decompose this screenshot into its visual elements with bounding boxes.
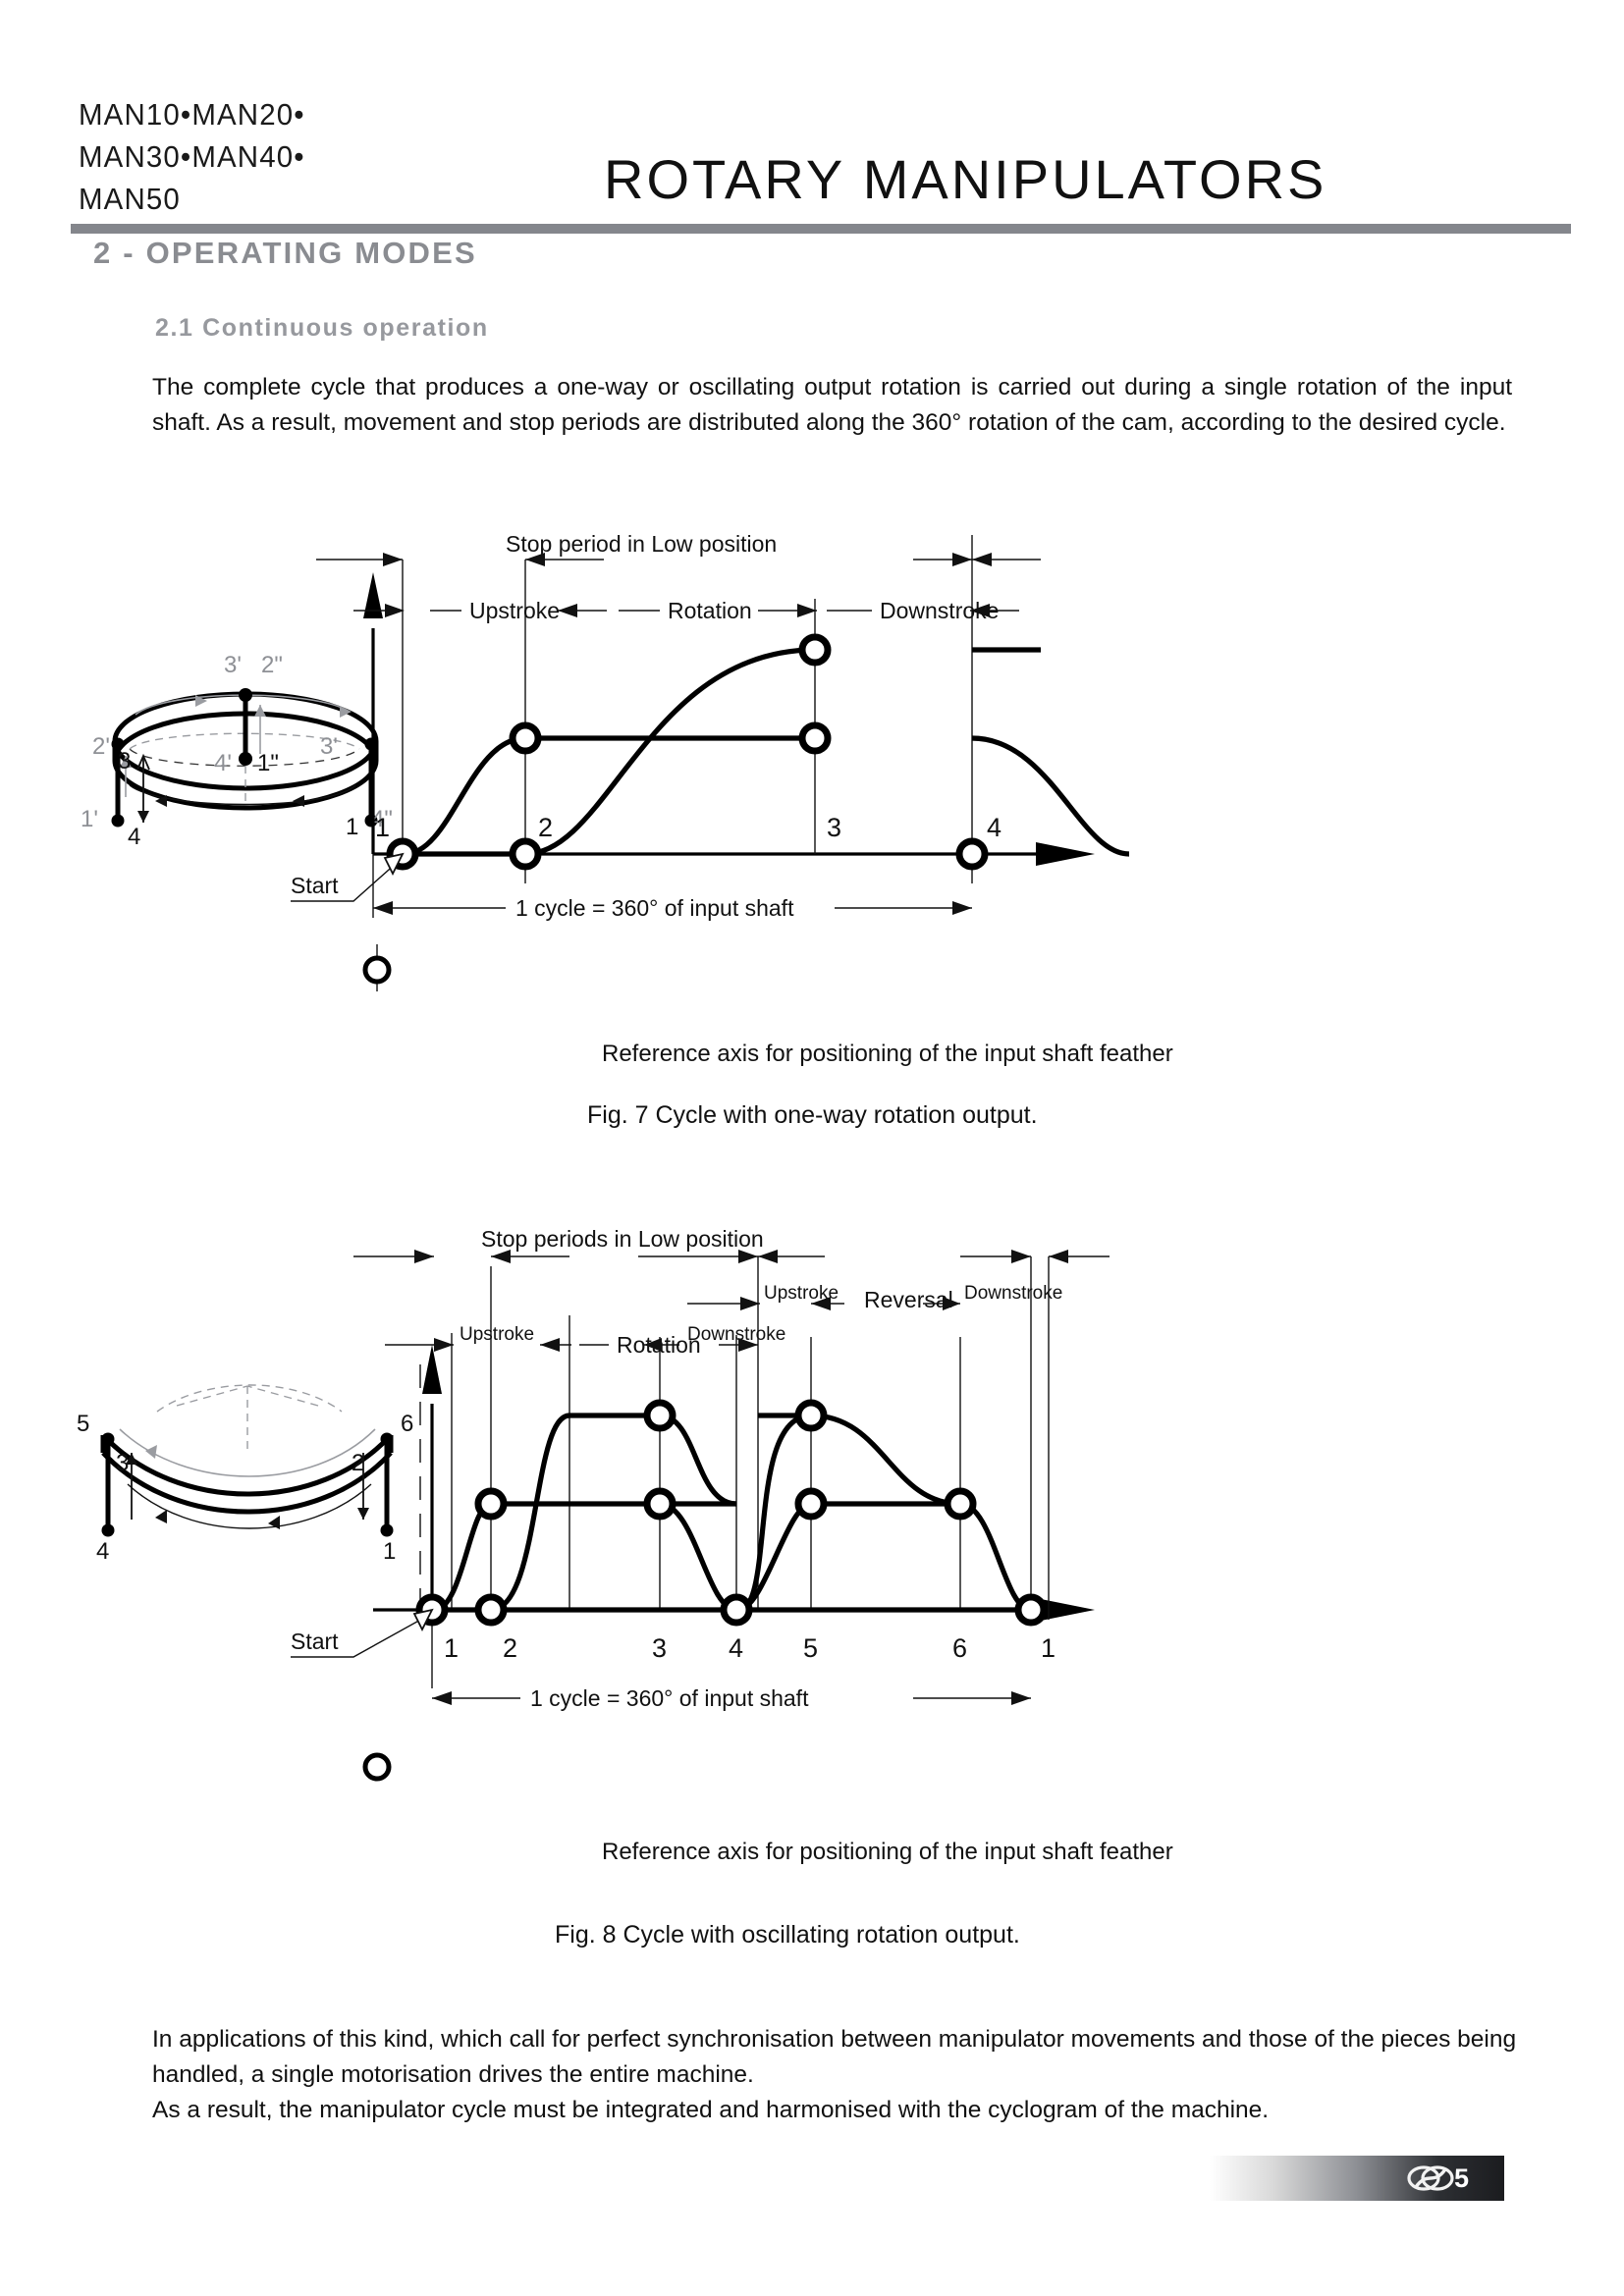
fig8-point-label-4: 4 (729, 1633, 743, 1663)
fig8-station-lines (451, 1256, 1050, 1620)
fig8-arc-label-6: 6 (401, 1411, 413, 1437)
fig7-point-label-1: 1 (375, 813, 390, 842)
fig7-label-rotation: Rotation (668, 598, 752, 623)
fig8-label-downstroke-2: Downstroke (964, 1283, 1062, 1304)
fig7-station-lines (402, 535, 973, 883)
fig8-arc-label-2: 2 (352, 1450, 364, 1476)
fig8-point-label-3: 3 (652, 1633, 667, 1663)
marker-point-5-high (794, 1399, 828, 1432)
fig8-curves (433, 1413, 1032, 1613)
fig8-cycle-dimension: 1 cycle = 360° of input shaft (432, 1685, 1031, 1711)
marker-point-2-mid (474, 1487, 508, 1521)
marker-point-1-end (1014, 1593, 1048, 1627)
fig8-point-label-6: 6 (952, 1633, 967, 1663)
ring-label-1prime: 1' (81, 806, 98, 832)
fig8-reference-legend: Reference axis for positioning of the in… (602, 1839, 1173, 1865)
marker-point-3-high (798, 633, 832, 667)
ring-label-1-right: 1 (346, 814, 358, 840)
footer-bar: 5 (1210, 2156, 1504, 2201)
fig8-arc-label-1: 1 (383, 1538, 396, 1565)
fig7-point-labels: 1 2 3 4 (375, 813, 1001, 842)
marker-point-4 (720, 1593, 753, 1627)
ring-label-2prime: 2' (92, 733, 110, 760)
fig8-start-callout: Start (291, 1608, 434, 1658)
figure-7-diagram: 3' 2" 2' 3 4' 1" 1' 4 1 3' 4" (81, 531, 1130, 991)
ring-label-3prime: 3' (224, 652, 242, 678)
fig8-label-stop-periods: Stop periods in Low position (481, 1226, 764, 1252)
fig8-start-label: Start (291, 1629, 339, 1654)
ring-label-2dblprime: 2" (261, 652, 283, 678)
ring-label-4: 4 (128, 824, 140, 850)
fig7-markers (386, 633, 989, 871)
intro-paragraph: The complete cycle that produces a one-w… (152, 374, 1512, 436)
marker-point-4 (955, 837, 989, 871)
fig8-point-label-5: 5 (803, 1633, 818, 1663)
fig7-point-label-4: 4 (987, 813, 1001, 842)
fig7-plateaus (403, 649, 1041, 857)
fig8-arc-label-3: 3 (116, 1450, 129, 1476)
fig7-point-label-3: 3 (827, 813, 841, 842)
fig7-curves (404, 647, 1130, 857)
fig8-label-upstroke-1: Upstroke (460, 1324, 534, 1345)
fig8-dim-row2: Upstroke Reversal Downstroke (687, 1283, 1062, 1312)
marker-point-5-mid (794, 1487, 828, 1521)
fig7-dim-stop-period: Stop period in Low position (316, 531, 1041, 566)
fig8-dim-stop-periods: Stop periods in Low position (353, 1226, 1110, 1263)
ring-label-1dblprime: 1" (257, 750, 279, 776)
marker-point-3-mid (798, 721, 832, 755)
closing-paragraph: In applications of this kind, which call… (152, 2022, 1517, 2128)
closing-line-2: As a result, the manipulator cycle must … (152, 2097, 1270, 2123)
figure-8-diagram: 5 6 3 2 4 1 (77, 1226, 1110, 1782)
fig7-reference-glyph (362, 944, 392, 991)
brand-logo-icon (1407, 2165, 1454, 2191)
closing-line-1: In applications of this kind, which call… (152, 2026, 1517, 2088)
marker-point-3-mid (643, 1487, 677, 1521)
fig8-point-labels: 1 2 3 4 5 6 1 (444, 1633, 1056, 1663)
fig7-reference-legend: Reference axis for positioning of the in… (602, 1041, 1173, 1067)
fig8-arc-label-4: 4 (96, 1538, 109, 1565)
ring-label-3prime-right: 3' (320, 733, 338, 760)
fig7-cycle-dimension: 1 cycle = 360° of input shaft (373, 895, 972, 921)
fig8-caption: Fig. 8 Cycle with oscillating rotation o… (555, 1921, 1020, 1949)
fig7-point-label-2: 2 (538, 813, 553, 842)
fig8-arc-label-5: 5 (77, 1411, 89, 1437)
fig8-plateaus (432, 1413, 1031, 1613)
fig7-start-label: Start (291, 873, 339, 898)
document-title: ROTARY MANIPULATORS (604, 148, 1327, 210)
page-number: 5 (1453, 2163, 1469, 2193)
ring-label-4dblprime: 4" (371, 806, 393, 832)
ring-label-3: 3 (118, 748, 131, 774)
fig7-axes (363, 572, 1095, 918)
fig7-label-stop-period: Stop period in Low position (506, 531, 777, 557)
fig8-label-upstroke-2: Upstroke (764, 1283, 839, 1304)
fig7-cycle-label: 1 cycle = 360° of input shaft (515, 895, 794, 921)
header-divider (71, 224, 1571, 234)
fig8-arc-pictogram: 5 6 3 2 4 1 (77, 1384, 413, 1565)
marker-point-2-low (509, 837, 542, 871)
fig8-label-reversal: Reversal (864, 1287, 953, 1312)
ring-label-4prime: 4' (214, 750, 232, 776)
fig7-label-upstroke: Upstroke (469, 598, 560, 623)
marker-point-6-mid (944, 1487, 977, 1521)
fig7-dim-strokes: Upstroke Rotation Downstroke (353, 598, 1019, 623)
fig8-point-label-1: 1 (444, 1633, 459, 1663)
fig8-point-label-2: 2 (503, 1633, 517, 1663)
fig8-point-label-1-end: 1 (1041, 1633, 1056, 1663)
marker-point-3-high (643, 1399, 677, 1432)
fig8-reference-glyph (362, 1752, 392, 1782)
fig8-dim-row3: Upstroke Rotation Downstroke (385, 1324, 785, 1358)
fig8-cycle-label: 1 cycle = 360° of input shaft (530, 1685, 809, 1711)
fig7-caption: Fig. 7 Cycle with one-way rotation outpu… (587, 1101, 1038, 1129)
footer-gradient (1210, 2156, 1504, 2201)
marker-point-2-low (474, 1593, 508, 1627)
marker-point-2-mid (509, 721, 542, 755)
section-heading: 2 - OPERATING MODES (93, 236, 477, 270)
fig8-label-downstroke-1: Downstroke (687, 1324, 785, 1345)
fig7-start-callout: Start (291, 852, 405, 902)
fig7-ring-pictogram: 3' 2" 2' 3 4' 1" 1' 4 1 3' 4" (81, 652, 393, 850)
model-list: MAN10•MAN20• MAN30•MAN40• MAN50 (79, 97, 305, 216)
subsection-heading: 2.1 Continuous operation (155, 314, 489, 342)
